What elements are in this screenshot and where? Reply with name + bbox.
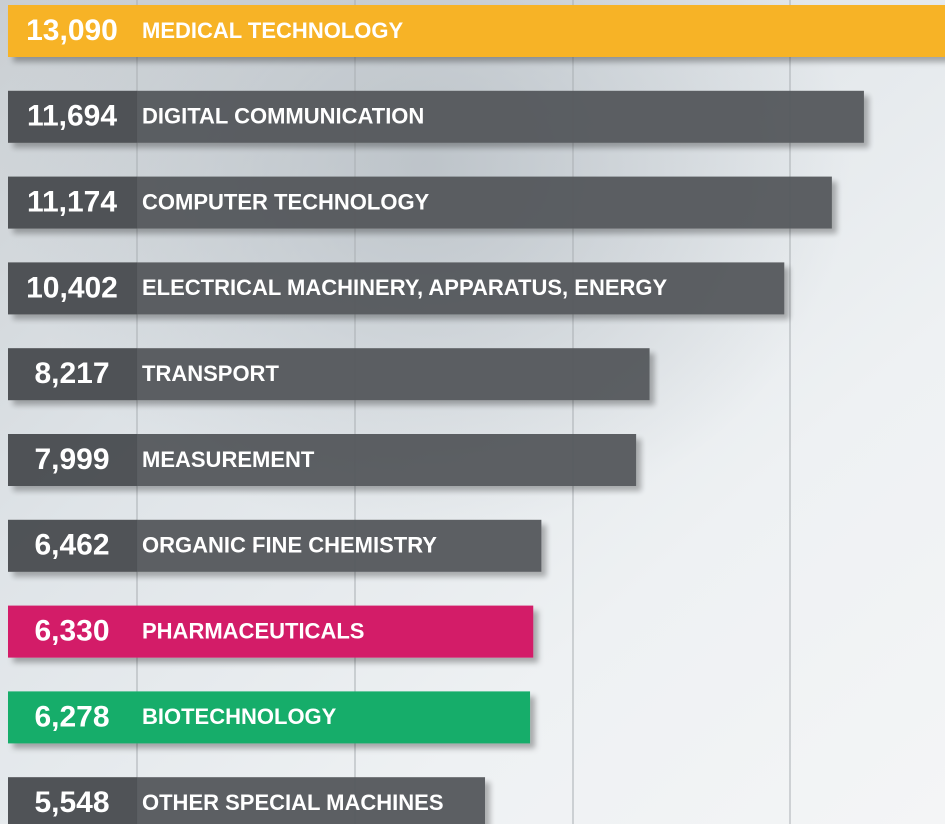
bar-row: 6,278 BIOTECHNOLOGY	[8, 691, 530, 743]
category-label: BIOTECHNOLOGY	[142, 704, 337, 729]
category-label: TRANSPORT	[142, 361, 279, 386]
category-label: OTHER SPECIAL MACHINES	[142, 790, 444, 815]
bar-row: 13,090 MEDICAL TECHNOLOGY	[8, 5, 945, 57]
bar-row: 5,548 OTHER SPECIAL MACHINES	[8, 777, 485, 824]
category-label: COMPUTER TECHNOLOGY	[142, 189, 430, 214]
value-label: 10,402	[26, 271, 118, 304]
bar-row: 7,999 MEASUREMENT	[8, 434, 636, 486]
value-label: 11,694	[27, 100, 117, 133]
value-label: 6,330	[34, 615, 109, 648]
category-label: MEDICAL TECHNOLOGY	[142, 18, 403, 43]
bar-row: 6,330 PHARMACEUTICALS	[8, 606, 533, 658]
value-label: 7,999	[34, 443, 109, 476]
category-label: MEASUREMENT	[142, 447, 315, 472]
value-label: 6,278	[34, 700, 109, 733]
value-label: 6,462	[34, 529, 109, 562]
value-label: 11,174	[27, 186, 117, 219]
page: 13,090 MEDICAL TECHNOLOGY 11,694 DIGITAL CO…	[0, 0, 945, 824]
bar-row: 11,174 COMPUTER TECHNOLOGY	[8, 177, 832, 229]
bar-row: 11,694 DIGITAL COMMUNICATION	[8, 91, 864, 143]
bar-row: 8,217 TRANSPORT	[8, 348, 650, 400]
value-label: 13,090	[26, 14, 118, 47]
value-label: 8,217	[34, 357, 109, 390]
category-label: ORGANIC FINE CHEMISTRY	[142, 533, 437, 558]
chart: 13,090 MEDICAL TECHNOLOGY 11,694 DIGITAL CO…	[0, 0, 945, 824]
bar-row: 6,462 ORGANIC FINE CHEMISTRY	[8, 520, 541, 572]
category-label: ELECTRICAL MACHINERY, APPARATUS, ENERGY	[142, 275, 668, 300]
category-label: DIGITAL COMMUNICATION	[142, 104, 424, 129]
category-label: PHARMACEUTICALS	[142, 618, 364, 643]
value-label: 5,548	[34, 786, 109, 819]
bar-row: 10,402 ELECTRICAL MACHINERY, APPARATUS, E…	[8, 262, 784, 314]
